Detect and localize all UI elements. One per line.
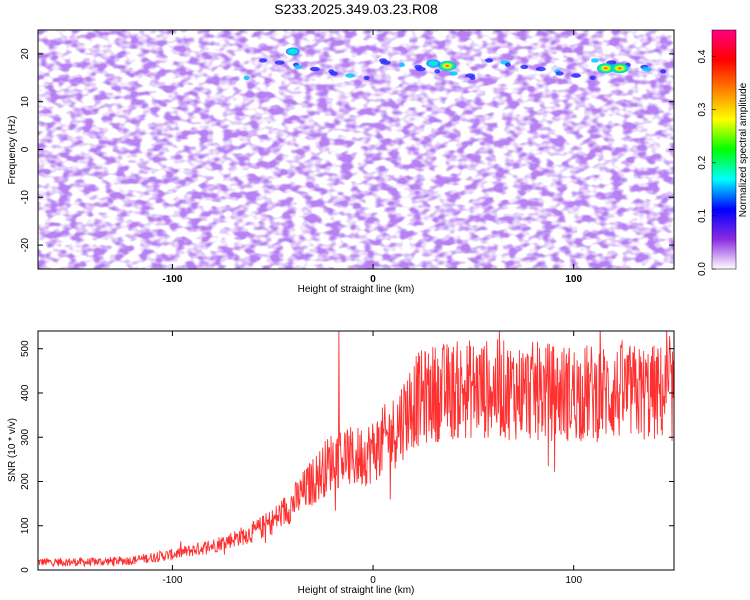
- colorbar-tick-label: 0.1: [697, 209, 708, 223]
- heatmap-y-tick-label: -10: [20, 190, 31, 205]
- colorbar-tick-label: 0.2: [697, 155, 708, 169]
- colorbar-tick-label: 0.3: [697, 102, 708, 116]
- heatmap-y-ticks: -20 -10 0 10 20: [20, 48, 674, 252]
- heatmap-x-tick-label: 0: [370, 274, 376, 285]
- heatmap-band-blob: [363, 75, 370, 81]
- heatmap-band-blob: [641, 66, 652, 72]
- snr-y-tick-label: 400: [20, 384, 31, 401]
- snr-y-label: SNR (10 * v/v): [7, 418, 18, 482]
- snr-y-tick-label: 100: [20, 517, 31, 534]
- heatmap-band-blob: [504, 62, 511, 67]
- heatmap-band-blob: [589, 75, 596, 81]
- snr-frame: [37, 330, 675, 571]
- snr-series-line: [38, 331, 674, 568]
- colorbar-ramp: [712, 30, 736, 269]
- heatmap-x-ticks: -100 0 100: [162, 30, 582, 285]
- heatmap-hot-spot: [610, 63, 629, 74]
- snr-y-tick-label: 300: [20, 428, 31, 445]
- snr-y-tick-label: 500: [20, 340, 31, 357]
- colorbar-tick-label: 0.0: [697, 262, 708, 276]
- heatmap-x-label: Height of straight line (km): [298, 284, 415, 295]
- heatmap-band-blob: [449, 71, 458, 76]
- snr-x-label: Height of straight line (km): [298, 585, 415, 596]
- heatmap-hot-spot: [438, 60, 457, 71]
- heatmap-band-blob: [660, 69, 667, 74]
- heatmap-band-blob: [294, 64, 303, 70]
- colorbar-label: Normalized spectral amplitude: [738, 82, 749, 217]
- figure-title: S233.2025.349.03.23.R08: [274, 1, 438, 17]
- heatmap-band-blob: [345, 73, 356, 78]
- snr-x-tick-label: -100: [162, 575, 182, 586]
- heatmap-band-blob: [520, 64, 529, 70]
- heatmap-band-blob: [485, 58, 494, 63]
- heatmap-y-tick-label: 10: [20, 96, 31, 108]
- colorbar-tick-label: 0.4: [697, 49, 708, 63]
- snr-x-ticks: -100 0 100: [162, 331, 582, 586]
- heatmap-band-blob: [415, 66, 426, 72]
- colorbar-ticks: 0.0 0.1 0.2 0.3 0.4: [697, 49, 716, 276]
- heatmap-y-tick-label: 20: [20, 48, 31, 60]
- heatmap-y-tick-label: -20: [20, 237, 31, 252]
- heatmap-band-blob: [243, 75, 250, 81]
- heatmap-hot-spot: [426, 59, 441, 68]
- heatmap-band-blob: [329, 71, 338, 76]
- heatmap-band-blob: [434, 69, 441, 74]
- heatmap-band-blob: [535, 66, 546, 72]
- heatmap-band-blob: [274, 60, 285, 65]
- heatmap-band-blob: [590, 58, 599, 63]
- heatmap-band-blob: [571, 73, 582, 78]
- snr-y-ticks: 0 100 200 300 400 500: [20, 340, 674, 573]
- heatmap-band-blob: [469, 75, 476, 81]
- heatmap-x-tick-label: 100: [565, 274, 582, 285]
- colorbar: 0.0 0.1 0.2 0.3 0.4 Normalized spectral ampl…: [697, 29, 749, 276]
- heatmap-band-blob: [398, 62, 405, 67]
- snr-panel: -100 0 100 0 100 200 300 400 500 Height of stra…: [7, 330, 675, 596]
- heatmap-band-blob: [555, 71, 564, 76]
- colorbar-frame: [711, 29, 737, 270]
- heatmap-hot-spot: [596, 63, 615, 74]
- heatmap-y-label: Frequency (Hz): [7, 116, 18, 185]
- heatmap-y-tick-label: 0: [20, 146, 31, 152]
- snr-y-tick-label: 200: [20, 473, 31, 490]
- snr-x-tick-label: 100: [565, 575, 582, 586]
- heatmap-band-blob: [380, 60, 391, 65]
- heatmap-field: [38, 30, 674, 269]
- heatmap-band-blob: [259, 58, 268, 63]
- heatmap-x-tick-label: -100: [162, 274, 182, 285]
- heatmap-features: [243, 47, 667, 81]
- snr-y-tick-label: 0: [20, 567, 31, 573]
- snr-x-tick-label: 0: [370, 575, 376, 586]
- heatmap-hot-spot: [285, 47, 300, 56]
- heatmap-band-blob: [309, 66, 320, 72]
